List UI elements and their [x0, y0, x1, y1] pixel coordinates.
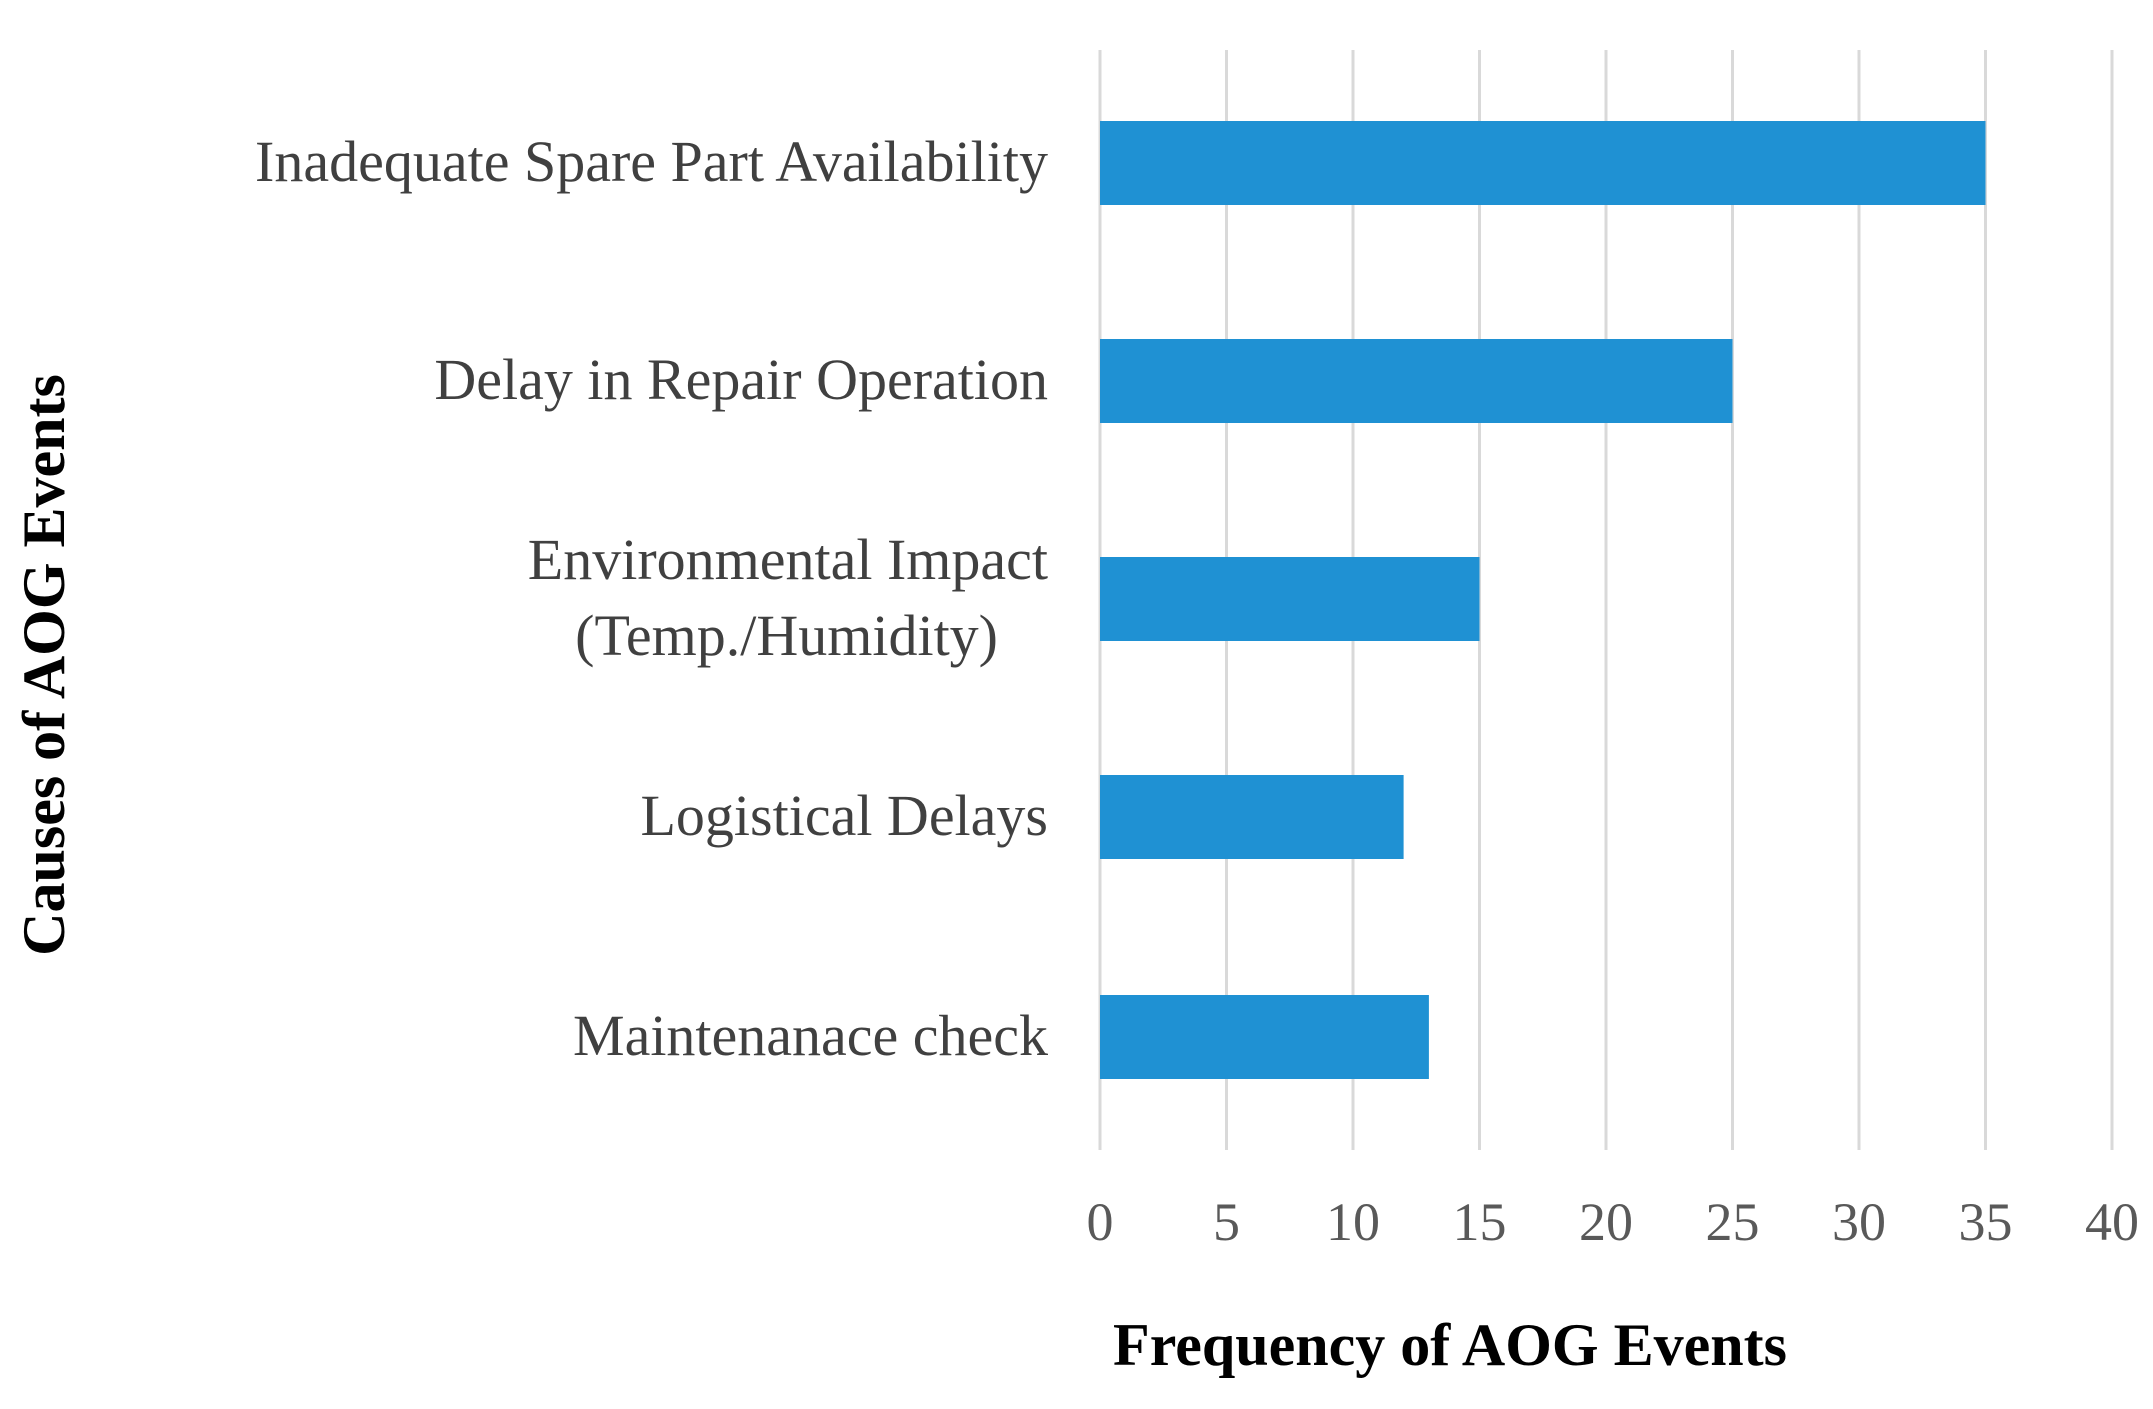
bar	[1100, 557, 1480, 641]
bars	[1100, 121, 1986, 1079]
bar	[1100, 339, 1733, 423]
x-axis-title: Frequency of AOG Events	[1113, 1312, 1787, 1378]
x-tick-labels: 0 5 10 15 20 25 30 35 40	[1087, 1192, 2140, 1252]
x-tick-label: 5	[1213, 1192, 1240, 1252]
x-tick-label: 20	[1579, 1192, 1633, 1252]
category-label: Inadequate Spare Part Availability	[255, 129, 1048, 194]
x-tick-label: 40	[2085, 1192, 2139, 1252]
bar	[1100, 121, 1986, 205]
x-tick-label: 15	[1453, 1192, 1507, 1252]
x-tick-label: 10	[1326, 1192, 1380, 1252]
category-label: Maintenanace check	[573, 1003, 1048, 1068]
category-label: Delay in Repair Operation	[434, 347, 1048, 412]
gridlines	[1098, 50, 2114, 1150]
category-labels: Inadequate Spare Part Availability Delay …	[255, 129, 1048, 1068]
x-tick-label: 0	[1087, 1192, 1114, 1252]
bar	[1100, 995, 1429, 1079]
x-tick-label: 35	[1959, 1192, 2013, 1252]
y-axis-title: Causes of AOG Events	[11, 374, 77, 956]
category-label: Logistical Delays	[640, 783, 1048, 848]
bar	[1100, 775, 1404, 859]
x-tick-label: 30	[1832, 1192, 1886, 1252]
x-tick-label: 25	[1706, 1192, 1760, 1252]
category-label: Environmental Impact (Temp./Humidity)	[528, 527, 1048, 668]
